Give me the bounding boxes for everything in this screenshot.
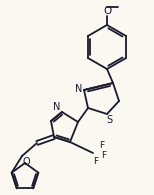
Text: F: F xyxy=(99,142,105,151)
Text: O: O xyxy=(103,6,111,16)
Text: N: N xyxy=(53,102,61,112)
Text: O: O xyxy=(22,157,30,167)
Text: S: S xyxy=(106,115,112,125)
Text: F: F xyxy=(101,152,107,160)
Text: N: N xyxy=(75,84,83,94)
Text: F: F xyxy=(93,158,99,167)
